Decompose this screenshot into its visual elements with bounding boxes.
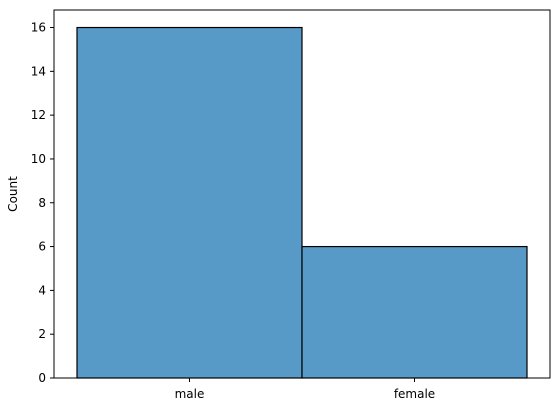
bar-male [76,26,303,379]
y-tick-label-12: 12 [31,108,46,122]
axes-frame [53,9,551,379]
x-tick-label-female: female [394,387,435,401]
y-tick-label-16: 16 [31,21,46,35]
y-axis-label: Count [6,176,20,212]
y-tick-label-2: 2 [38,327,46,341]
y-axis-ticks: 0 2 4 6 8 10 12 14 16 [31,21,54,385]
bar-female [301,245,528,379]
bars-group [76,26,528,379]
y-tick-label-6: 6 [38,240,46,254]
y-tick-label-0: 0 [38,371,46,385]
y-tick-label-14: 14 [31,64,46,78]
y-tick-label-4: 4 [38,283,46,297]
y-tick-label-8: 8 [38,196,46,210]
y-tick-label-10: 10 [31,152,46,166]
x-tick-label-male: male [175,387,205,401]
x-axis-ticks: male female [175,378,435,401]
